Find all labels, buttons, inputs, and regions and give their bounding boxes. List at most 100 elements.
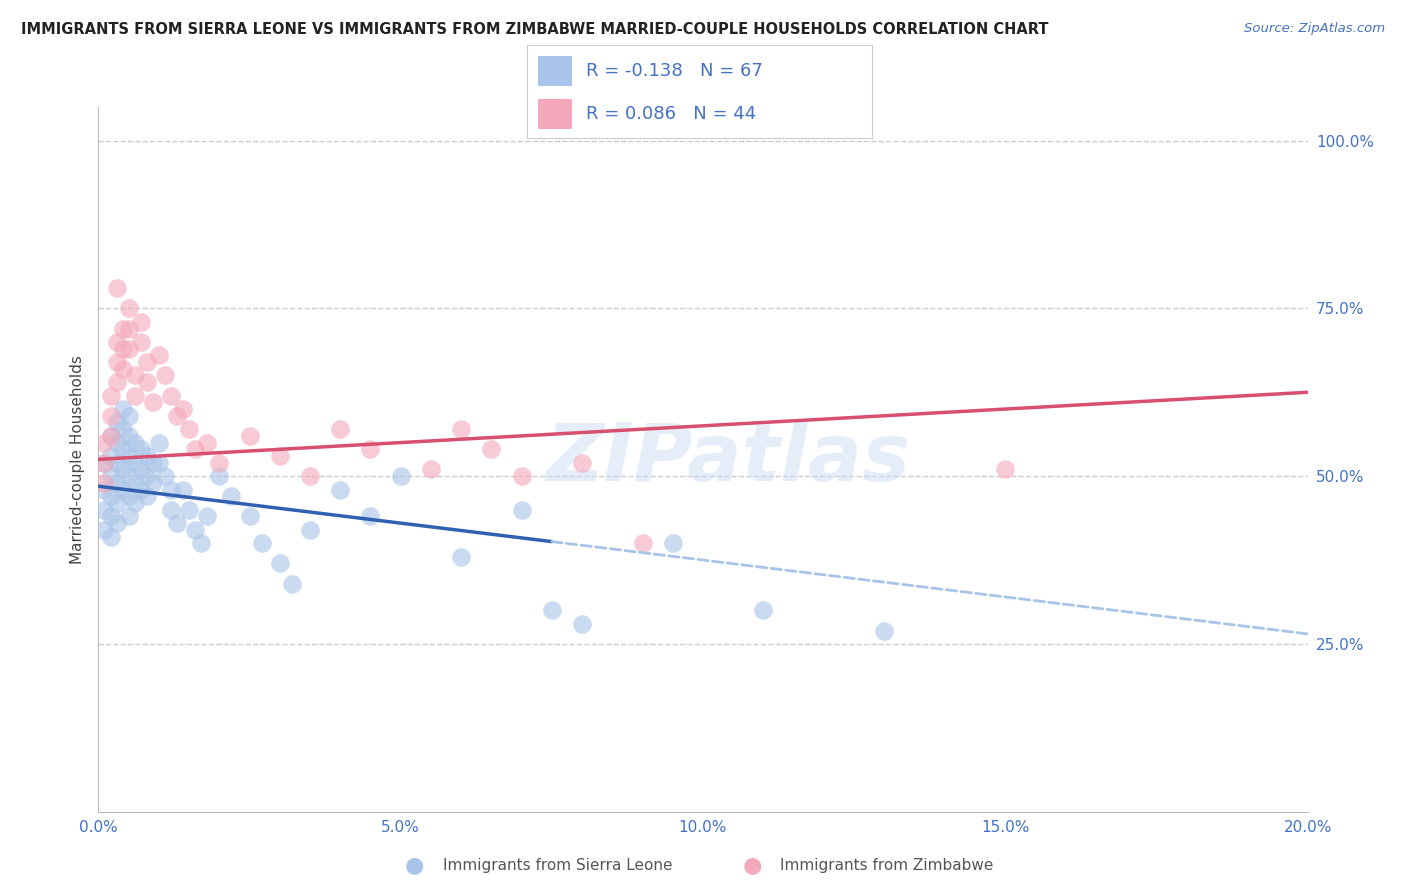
Point: [129, 334, 152, 349]
Point: [105, 281, 128, 295]
Point: [510, 502, 533, 516]
Point: [93, 523, 115, 537]
Point: [100, 429, 122, 443]
Point: [129, 462, 152, 476]
Point: [208, 469, 231, 483]
Point: [93, 483, 115, 497]
Point: [105, 456, 128, 470]
Point: [105, 475, 128, 490]
Point: [510, 469, 533, 483]
Point: [873, 624, 896, 638]
Point: [93, 475, 115, 490]
Point: [450, 549, 472, 564]
Point: [389, 469, 412, 483]
Point: [118, 469, 141, 483]
Point: [124, 368, 146, 383]
Point: [239, 429, 262, 443]
Point: [111, 422, 134, 436]
Point: [111, 442, 134, 457]
Point: [105, 496, 128, 510]
Point: [250, 536, 273, 550]
Point: [118, 449, 141, 463]
Point: [129, 442, 152, 457]
Point: [148, 456, 170, 470]
Point: [153, 469, 176, 483]
Point: [571, 616, 593, 631]
Point: [105, 516, 128, 530]
Text: R = -0.138   N = 67: R = -0.138 N = 67: [586, 62, 762, 79]
Point: [661, 536, 683, 550]
Point: [100, 489, 122, 503]
Point: [239, 509, 262, 524]
Point: [135, 469, 157, 483]
Point: [100, 509, 122, 524]
Point: [142, 475, 165, 490]
Point: [994, 462, 1017, 476]
Point: [450, 422, 472, 436]
Text: R = 0.086   N = 44: R = 0.086 N = 44: [586, 105, 756, 123]
Point: [100, 389, 122, 403]
Point: [118, 489, 141, 503]
Point: [190, 536, 212, 550]
Point: [142, 395, 165, 409]
Point: [148, 435, 170, 450]
Point: [420, 462, 443, 476]
Text: ●: ●: [742, 855, 762, 875]
Point: [195, 509, 218, 524]
Text: ZIPatlas: ZIPatlas: [544, 420, 910, 499]
Point: [118, 301, 141, 316]
Point: [93, 456, 115, 470]
Y-axis label: Married-couple Households: Married-couple Households: [69, 355, 84, 564]
Point: [124, 389, 146, 403]
Text: IMMIGRANTS FROM SIERRA LEONE VS IMMIGRANTS FROM ZIMBABWE MARRIED-COUPLE HOUSEHOL: IMMIGRANTS FROM SIERRA LEONE VS IMMIGRAN…: [21, 22, 1049, 37]
Point: [111, 361, 134, 376]
Point: [118, 321, 141, 335]
Bar: [537, 99, 572, 129]
Point: [160, 483, 183, 497]
Point: [752, 603, 775, 617]
Point: [208, 456, 231, 470]
Point: [281, 576, 304, 591]
Point: [184, 523, 207, 537]
Point: [481, 442, 503, 457]
Point: [571, 456, 593, 470]
Point: [105, 355, 128, 369]
Point: [195, 435, 218, 450]
Text: Immigrants from Sierra Leone: Immigrants from Sierra Leone: [443, 858, 672, 872]
Point: [166, 516, 188, 530]
Point: [148, 348, 170, 362]
Point: [111, 342, 134, 356]
Point: [299, 523, 322, 537]
Point: [269, 449, 291, 463]
Point: [153, 368, 176, 383]
Point: [111, 402, 134, 417]
Point: [100, 449, 122, 463]
Point: [111, 462, 134, 476]
Point: [135, 449, 157, 463]
Point: [105, 375, 128, 389]
Point: [179, 422, 201, 436]
Point: [129, 483, 152, 497]
Point: [135, 355, 157, 369]
Point: [135, 489, 157, 503]
Point: [142, 456, 165, 470]
Point: [118, 342, 141, 356]
Point: [269, 557, 291, 571]
Point: [124, 496, 146, 510]
Text: Immigrants from Zimbabwe: Immigrants from Zimbabwe: [780, 858, 994, 872]
Point: [129, 315, 152, 329]
Point: [166, 409, 188, 423]
Point: [105, 435, 128, 450]
Point: [100, 530, 122, 544]
Point: [111, 321, 134, 335]
Point: [100, 409, 122, 423]
Point: [93, 456, 115, 470]
Point: [124, 475, 146, 490]
Point: [93, 502, 115, 516]
Point: [160, 502, 183, 516]
Text: ●: ●: [405, 855, 425, 875]
Point: [105, 416, 128, 430]
Point: [360, 509, 382, 524]
Point: [360, 442, 382, 457]
Point: [100, 469, 122, 483]
